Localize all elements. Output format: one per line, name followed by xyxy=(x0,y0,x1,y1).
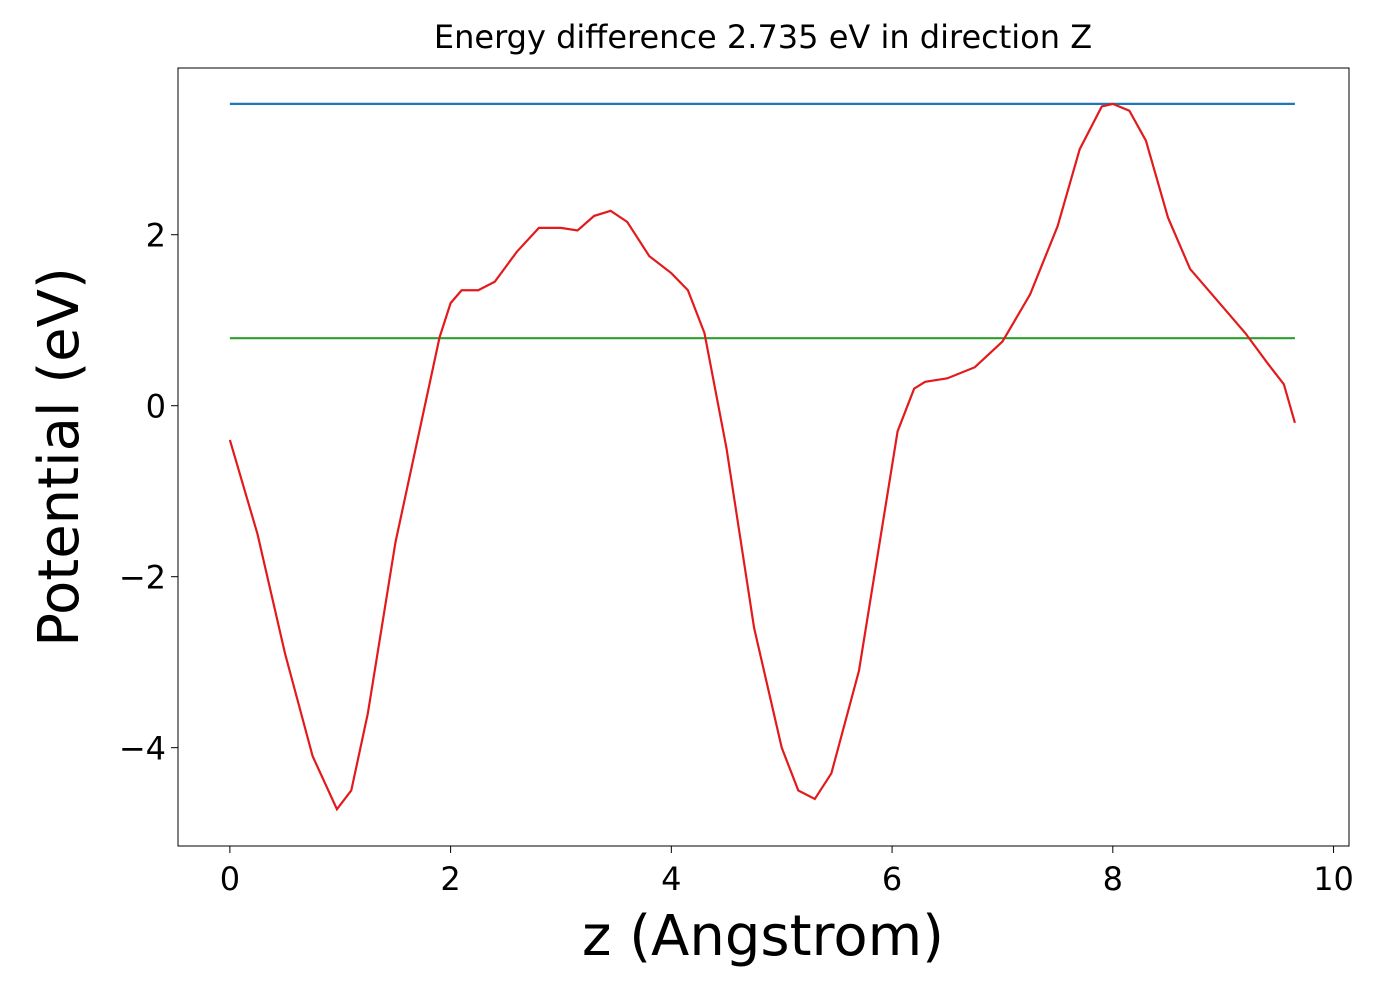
x-tick-label: 10 xyxy=(1313,860,1354,898)
x-tick-label: 0 xyxy=(220,860,240,898)
plot-frame xyxy=(177,67,1350,847)
data-line xyxy=(228,102,1296,812)
y-tick-label: −2 xyxy=(119,559,166,597)
x-tick-label: 8 xyxy=(1103,860,1123,898)
chart-title: Energy difference 2.735 eV in direction … xyxy=(434,18,1092,56)
x-tick-label: 6 xyxy=(882,860,902,898)
x-axis-label: z (Angstrom) xyxy=(582,904,944,969)
x-tick-label: 4 xyxy=(661,860,681,898)
y-tick-label: −4 xyxy=(119,730,166,768)
y-tick-label: 2 xyxy=(146,217,166,255)
x-tick-label: 2 xyxy=(440,860,460,898)
y-tick-label: 0 xyxy=(146,388,166,426)
y-axis-label: Potential (eV) xyxy=(27,267,92,647)
